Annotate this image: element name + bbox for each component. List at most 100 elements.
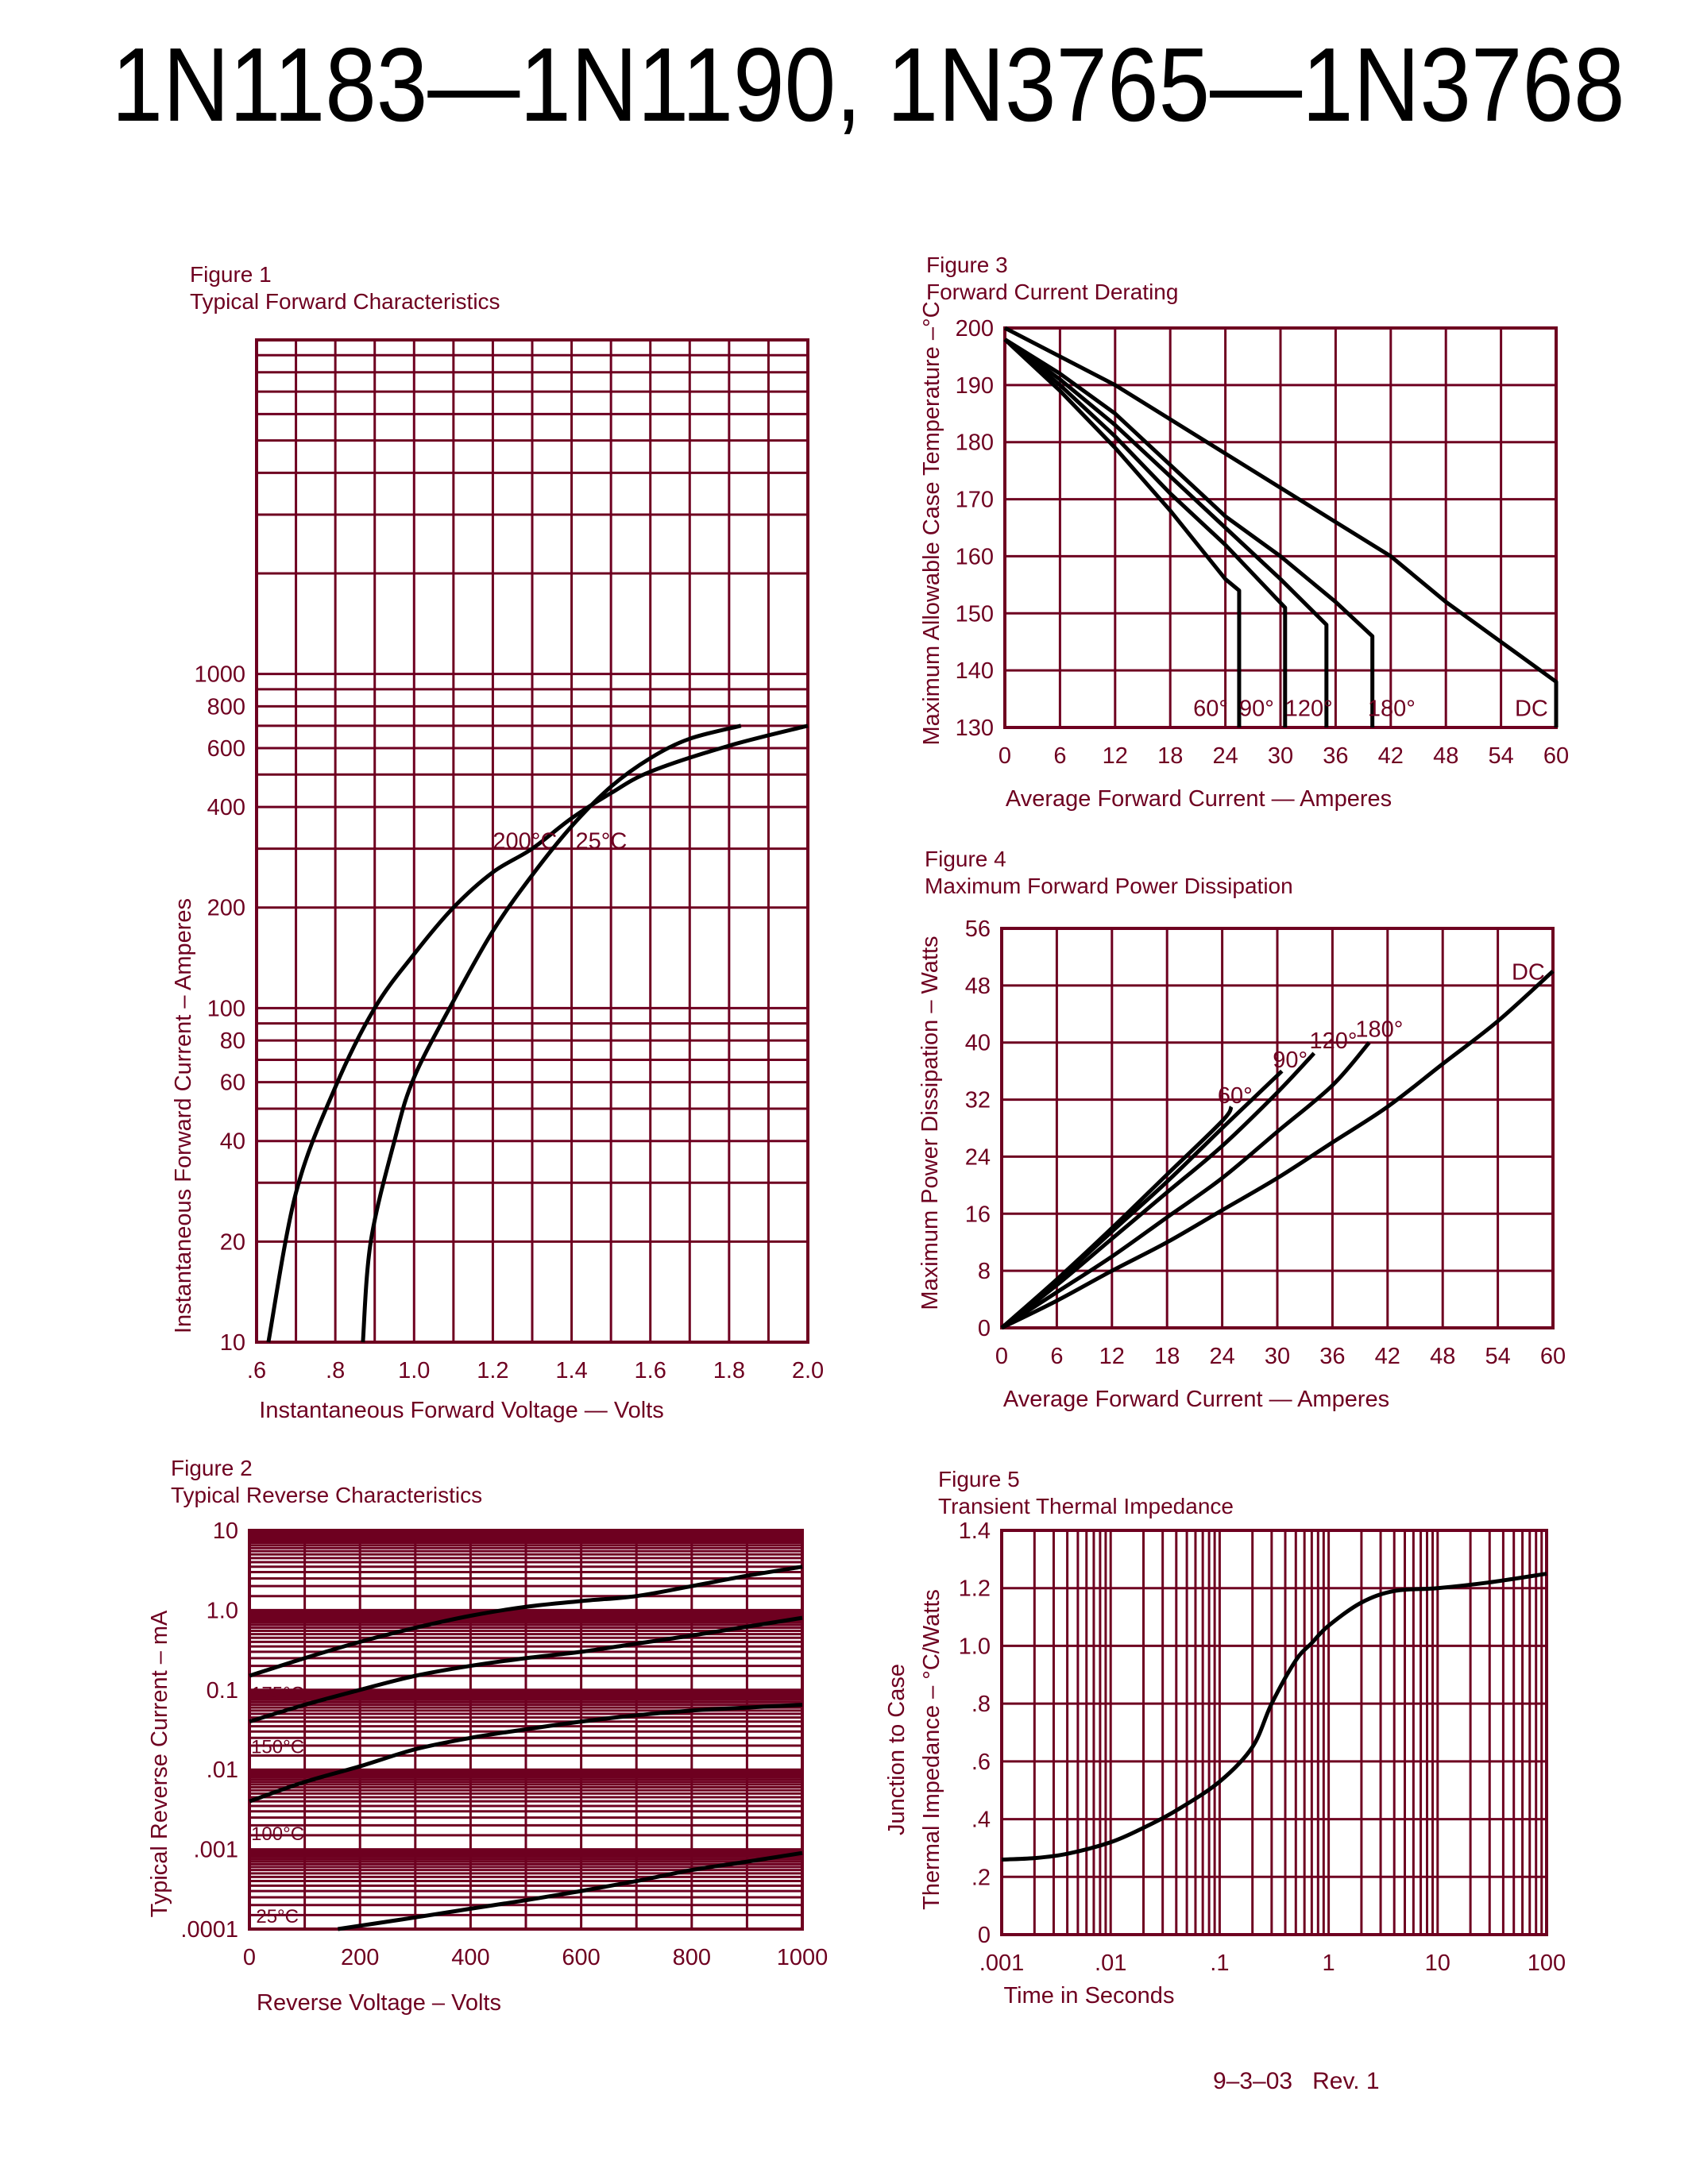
figure-number: Figure 4 (925, 847, 1006, 871)
y-tick-label: 56 (965, 916, 991, 942)
x-axis-label: Average Forward Current — Amperes (1003, 1387, 1389, 1412)
y-tick-label: 8 (978, 1259, 991, 1284)
x-tick-label: 30 (1265, 1344, 1290, 1369)
y-tick-label: 1.0 (207, 1598, 238, 1623)
y-tick-label: 170 (956, 488, 994, 513)
y-tick-label: 200 (956, 316, 994, 341)
y-tick-label: 400 (207, 795, 245, 820)
y-tick-label: 40 (220, 1129, 245, 1155)
y-tick-label: 200 (207, 896, 245, 921)
figure-title: Typical Forward Characteristics (190, 289, 500, 314)
x-tick-label: 2.0 (792, 1358, 824, 1383)
series-line-3 (249, 1703, 803, 1804)
series-label: 25°C (256, 1906, 299, 1927)
y-tick-label: 0.1 (207, 1678, 238, 1704)
x-tick-label: 48 (1433, 743, 1458, 769)
series-line-2 (1000, 1069, 1284, 1329)
series-line-4 (337, 1850, 803, 1931)
x-tick-label: .001 (979, 1951, 1024, 1976)
x-tick-label: 18 (1154, 1344, 1180, 1369)
y-tick-label: 1000 (194, 662, 245, 688)
grid (1003, 326, 1558, 729)
y-tick-label: .01 (207, 1758, 238, 1783)
x-tick-label: 600 (562, 1945, 600, 1970)
y-tick-label: 16 (965, 1202, 991, 1227)
series-label: 120° (1285, 696, 1333, 722)
x-tick-label: .6 (247, 1358, 266, 1383)
grid (1000, 927, 1555, 1329)
figure-number: Figure 5 (938, 1467, 1020, 1491)
y-tick-label: 20 (220, 1229, 245, 1255)
y-tick-label: .001 (194, 1838, 238, 1863)
y-tick-label: 24 (965, 1144, 991, 1170)
x-axis-label: Average Forward Current — Amperes (1006, 786, 1392, 812)
series-line-3 (1000, 1051, 1316, 1329)
series-label: 25°C (576, 829, 628, 855)
series-line-4 (1003, 338, 1375, 727)
y-tick-label: 32 (965, 1088, 991, 1113)
y-tick-label: .4 (971, 1808, 991, 1833)
x-tick-label: 1.8 (713, 1358, 745, 1383)
y-axis-label: Maximum Allowable Case Temperature –°C (919, 301, 944, 745)
series-line-1 (1001, 1572, 1547, 1862)
x-tick-label: 1.4 (555, 1358, 587, 1383)
series-label: 90° (1239, 696, 1274, 722)
series-label: 60° (1193, 696, 1228, 722)
figure-number: Figure 2 (171, 1456, 253, 1480)
figure-title: Transient Thermal Impedance (938, 1494, 1234, 1518)
x-tick-label: .1 (1210, 1951, 1229, 1976)
series-line-1 (1000, 1106, 1234, 1329)
series-line-4 (1000, 1041, 1371, 1330)
series-label: 175°C (251, 1683, 304, 1704)
x-tick-label: 0 (999, 743, 1011, 769)
x-tick-label: 0 (243, 1945, 256, 1970)
plot-frame (1003, 326, 1558, 729)
y-axis-label: Thermal Impedance – °C/Watts (919, 1589, 944, 1910)
x-tick-label: 10 (1425, 1951, 1450, 1976)
x-tick-label: 1000 (777, 1945, 829, 1970)
series-label: 90° (1273, 1048, 1308, 1073)
x-tick-label: 0 (995, 1344, 1008, 1369)
x-tick-label: 60 (1540, 1344, 1566, 1369)
y-tick-label: 190 (956, 373, 994, 399)
y-tick-label: 48 (965, 974, 991, 999)
x-tick-label: 24 (1212, 743, 1238, 769)
plot-frame (1000, 1529, 1548, 1936)
y-tick-label: 1.2 (959, 1576, 991, 1602)
x-tick-label: 60 (1543, 743, 1569, 769)
y-axis-label: Maximum Power Dissipation – Watts (917, 936, 943, 1310)
y-tick-label: 40 (965, 1031, 991, 1056)
series-line-1 (249, 1565, 803, 1678)
y-axis-label: Junction to Case (884, 1664, 910, 1835)
y-tick-label: 1.0 (959, 1634, 991, 1659)
figure-title: Forward Current Derating (926, 280, 1178, 304)
x-axis-label: Reverse Voltage – Volts (257, 1990, 501, 2016)
x-tick-label: 6 (1050, 1344, 1063, 1369)
series-line-1 (266, 723, 809, 1343)
y-tick-label: 140 (956, 658, 994, 684)
x-tick-label: 12 (1103, 743, 1128, 769)
y-tick-label: 180 (956, 430, 994, 456)
x-tick-label: 18 (1157, 743, 1183, 769)
y-tick-label: 800 (207, 694, 245, 720)
y-tick-label: .6 (971, 1750, 991, 1775)
plot-frame (1000, 927, 1555, 1329)
x-tick-label: .01 (1095, 1951, 1126, 1976)
x-tick-label: 1.2 (477, 1358, 508, 1383)
x-tick-label: 54 (1485, 1344, 1510, 1369)
x-tick-label: 54 (1488, 743, 1513, 769)
plot-frame (255, 338, 809, 1344)
series-line-5 (1003, 326, 1559, 727)
series-line-3 (1003, 338, 1329, 727)
figure-title: Typical Reverse Characteristics (171, 1483, 482, 1507)
y-tick-label: 600 (207, 736, 245, 762)
x-tick-label: 42 (1378, 743, 1404, 769)
grid (248, 1529, 804, 1931)
y-tick-label: 0 (978, 1923, 991, 1948)
figure-number: Figure 1 (190, 262, 272, 287)
y-tick-label: 10 (220, 1330, 245, 1356)
y-tick-label: .8 (971, 1692, 991, 1717)
chart-figure-3: Figure 4 Maximum Forward Power Dissipatio… (917, 847, 1566, 1412)
